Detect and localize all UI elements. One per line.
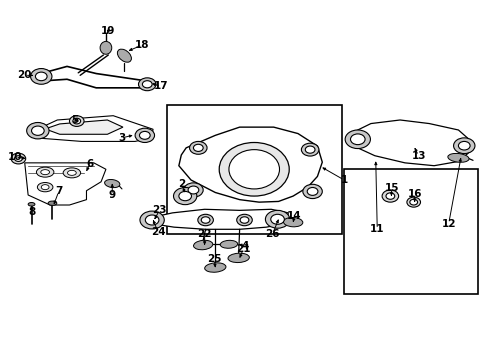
Text: 24: 24 (150, 227, 165, 237)
Text: 16: 16 (407, 189, 421, 199)
Ellipse shape (41, 170, 49, 175)
Text: 9: 9 (108, 190, 116, 200)
Ellipse shape (139, 131, 150, 139)
Text: 17: 17 (153, 81, 168, 91)
Text: 12: 12 (441, 219, 455, 229)
Ellipse shape (27, 122, 49, 139)
Ellipse shape (204, 263, 225, 272)
Ellipse shape (301, 143, 318, 156)
Polygon shape (179, 127, 322, 202)
Ellipse shape (142, 81, 152, 88)
Ellipse shape (458, 141, 469, 150)
Ellipse shape (306, 188, 317, 195)
Bar (166, 105, 341, 234)
Ellipse shape (48, 201, 57, 205)
Ellipse shape (193, 240, 212, 250)
Ellipse shape (73, 118, 81, 124)
Text: 6: 6 (86, 159, 93, 169)
Ellipse shape (201, 217, 209, 223)
Text: 5: 5 (71, 115, 78, 125)
Ellipse shape (220, 240, 237, 248)
Ellipse shape (227, 253, 249, 262)
Text: 18: 18 (135, 40, 149, 50)
Ellipse shape (28, 203, 35, 206)
Ellipse shape (67, 170, 76, 175)
Ellipse shape (63, 168, 81, 178)
Polygon shape (45, 120, 122, 134)
Bar (344, 169, 477, 294)
Ellipse shape (135, 128, 154, 143)
Ellipse shape (345, 130, 370, 149)
Ellipse shape (270, 214, 284, 224)
Ellipse shape (31, 126, 44, 135)
Ellipse shape (117, 49, 131, 62)
Text: 22: 22 (197, 229, 211, 239)
Ellipse shape (41, 185, 49, 190)
Ellipse shape (198, 214, 213, 226)
Polygon shape (149, 209, 287, 229)
Ellipse shape (189, 141, 206, 154)
Ellipse shape (385, 193, 394, 199)
Ellipse shape (15, 156, 22, 161)
Text: 3: 3 (118, 133, 125, 143)
Ellipse shape (447, 153, 468, 162)
Ellipse shape (173, 188, 197, 204)
Ellipse shape (193, 144, 203, 152)
Polygon shape (350, 120, 469, 166)
Text: 1: 1 (340, 175, 347, 185)
Text: 20: 20 (18, 70, 32, 80)
Ellipse shape (453, 138, 474, 154)
Text: 21: 21 (236, 244, 250, 253)
Text: 23: 23 (152, 205, 166, 215)
Ellipse shape (145, 215, 159, 225)
Ellipse shape (228, 150, 279, 189)
Ellipse shape (36, 167, 54, 177)
Ellipse shape (35, 72, 47, 81)
Text: 15: 15 (384, 183, 398, 193)
Ellipse shape (283, 217, 302, 227)
Ellipse shape (409, 199, 417, 205)
Polygon shape (25, 163, 106, 205)
Ellipse shape (188, 186, 199, 194)
Ellipse shape (30, 68, 52, 84)
Ellipse shape (265, 210, 289, 228)
Ellipse shape (100, 41, 112, 54)
Text: 2: 2 (177, 179, 184, 189)
Text: 7: 7 (55, 186, 62, 197)
Ellipse shape (219, 143, 288, 196)
Text: 11: 11 (369, 224, 384, 234)
Ellipse shape (302, 184, 322, 199)
Ellipse shape (183, 183, 203, 197)
Ellipse shape (236, 214, 252, 226)
Ellipse shape (350, 134, 365, 145)
Text: 14: 14 (286, 211, 301, 221)
Text: 19: 19 (101, 26, 115, 36)
Text: 25: 25 (207, 254, 221, 264)
Polygon shape (30, 116, 153, 141)
Text: 4: 4 (241, 241, 249, 251)
Text: 13: 13 (410, 151, 425, 161)
Ellipse shape (406, 197, 420, 207)
Ellipse shape (138, 78, 156, 91)
Ellipse shape (179, 192, 191, 201)
Ellipse shape (69, 116, 84, 126)
Text: 26: 26 (265, 229, 279, 239)
Ellipse shape (11, 153, 26, 164)
Text: 10: 10 (8, 152, 22, 162)
Ellipse shape (381, 190, 398, 202)
Ellipse shape (104, 180, 120, 188)
Ellipse shape (37, 183, 53, 192)
Text: 8: 8 (28, 207, 35, 217)
Ellipse shape (140, 211, 164, 229)
Ellipse shape (305, 146, 314, 153)
Ellipse shape (240, 217, 248, 223)
